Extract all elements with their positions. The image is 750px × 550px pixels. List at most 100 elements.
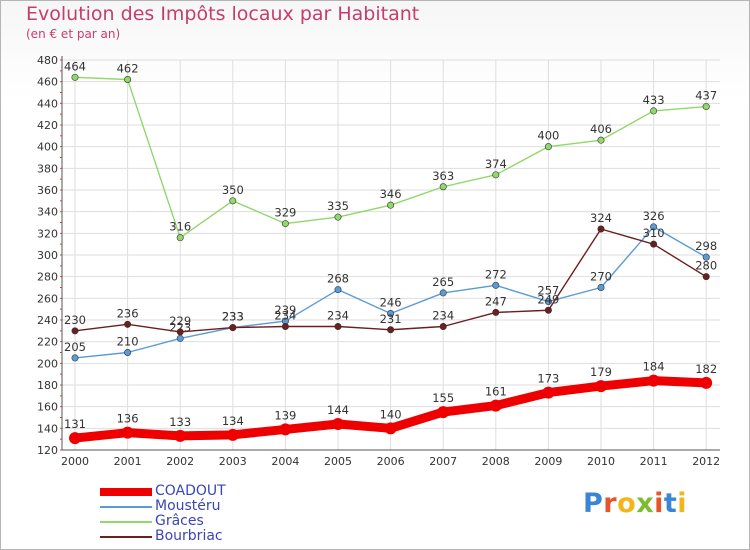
data-label: 205 [64, 340, 86, 354]
data-point [597, 283, 605, 291]
data-point [544, 143, 552, 151]
data-point [595, 380, 607, 393]
x-tick-label: 2005 [324, 455, 352, 468]
data-label: 406 [590, 122, 612, 136]
logo-letter: o [617, 488, 637, 519]
legend-label: Moustéru [155, 498, 221, 514]
data-label: 350 [222, 183, 244, 197]
logo-letter: i [654, 488, 664, 519]
data-point [439, 322, 447, 330]
data-point [542, 386, 555, 399]
data-label: 249 [537, 292, 559, 306]
legend-swatch [100, 521, 152, 523]
data-point [334, 213, 342, 221]
x-tick-label: 2008 [482, 455, 510, 468]
data-point [597, 136, 605, 144]
data-point [544, 306, 552, 314]
data-label: 139 [274, 408, 296, 422]
data-label: 144 [327, 403, 349, 417]
data-label: 462 [117, 62, 139, 76]
y-tick-label: 140 [37, 422, 58, 435]
y-tick-label: 300 [37, 249, 58, 262]
data-label: 236 [117, 306, 139, 320]
data-point [281, 322, 289, 330]
data-label: 363 [432, 169, 454, 183]
proxiti-logo: Proxiti [583, 488, 687, 519]
data-label: 230 [64, 313, 86, 327]
data-point [334, 322, 342, 330]
data-label: 234 [432, 309, 454, 323]
data-point [121, 426, 134, 439]
data-point [387, 309, 395, 317]
y-tick-label: 280 [37, 271, 58, 284]
data-label: 210 [117, 335, 139, 349]
legend-swatch [100, 536, 152, 538]
data-point [176, 234, 184, 242]
x-tick-label: 2010 [587, 455, 615, 468]
data-label: 233 [222, 310, 244, 324]
data-label: 161 [485, 385, 507, 399]
data-point [124, 320, 132, 328]
data-point [176, 334, 184, 342]
data-point [387, 201, 395, 209]
data-label: 374 [485, 157, 507, 171]
x-tick-label: 2003 [219, 455, 247, 468]
data-label: 134 [222, 414, 244, 428]
data-point [226, 428, 239, 441]
data-point [439, 183, 447, 191]
y-tick-label: 440 [37, 97, 58, 110]
logo-letter: P [583, 488, 604, 519]
data-label: 464 [64, 59, 86, 73]
logo-letter: i [677, 488, 688, 519]
data-label: 257 [537, 284, 559, 298]
x-tick-label: 2009 [534, 455, 562, 468]
y-tick-label: 480 [37, 54, 58, 67]
y-tick-label: 460 [37, 76, 58, 89]
data-point [332, 418, 344, 430]
data-label: 234 [327, 309, 349, 323]
y-tick-label: 220 [37, 336, 58, 349]
data-label: 310 [643, 226, 665, 240]
legend-label: Grâces [155, 513, 204, 529]
data-point [650, 240, 658, 248]
legend-swatch [100, 506, 152, 508]
x-tick-label: 2012 [692, 455, 720, 468]
data-label: 133 [169, 415, 191, 429]
data-label: 155 [432, 391, 454, 405]
y-tick-label: 320 [37, 227, 58, 240]
data-point [492, 281, 500, 289]
data-label: 329 [274, 206, 296, 220]
y-tick-label: 260 [37, 292, 58, 305]
data-point [176, 328, 184, 336]
data-point [387, 326, 395, 334]
data-label: 335 [327, 199, 349, 213]
data-point [700, 376, 713, 389]
chart-title: Evolution des Impôts locaux par Habitant [26, 3, 420, 25]
y-tick-label: 120 [37, 444, 58, 457]
data-label: 265 [432, 275, 454, 289]
data-label: 272 [485, 267, 507, 281]
data-label: 233 [222, 310, 244, 324]
data-point [544, 298, 552, 306]
data-point [281, 220, 289, 228]
y-tick-label: 200 [37, 357, 58, 370]
y-tick-label: 240 [37, 314, 58, 327]
data-point [71, 354, 79, 362]
x-tick-label: 2007 [429, 455, 457, 468]
data-point [439, 289, 447, 297]
data-label: 131 [64, 417, 86, 431]
data-point [69, 432, 81, 445]
data-point [174, 429, 187, 442]
data-label: 173 [537, 372, 559, 386]
data-point [492, 308, 500, 316]
data-point [702, 273, 710, 281]
data-label: 182 [695, 362, 717, 376]
data-point [229, 324, 237, 332]
data-point [597, 225, 605, 233]
data-point [229, 197, 237, 205]
data-point [124, 76, 132, 84]
data-point [279, 423, 292, 436]
logo-letter: t [663, 488, 678, 519]
